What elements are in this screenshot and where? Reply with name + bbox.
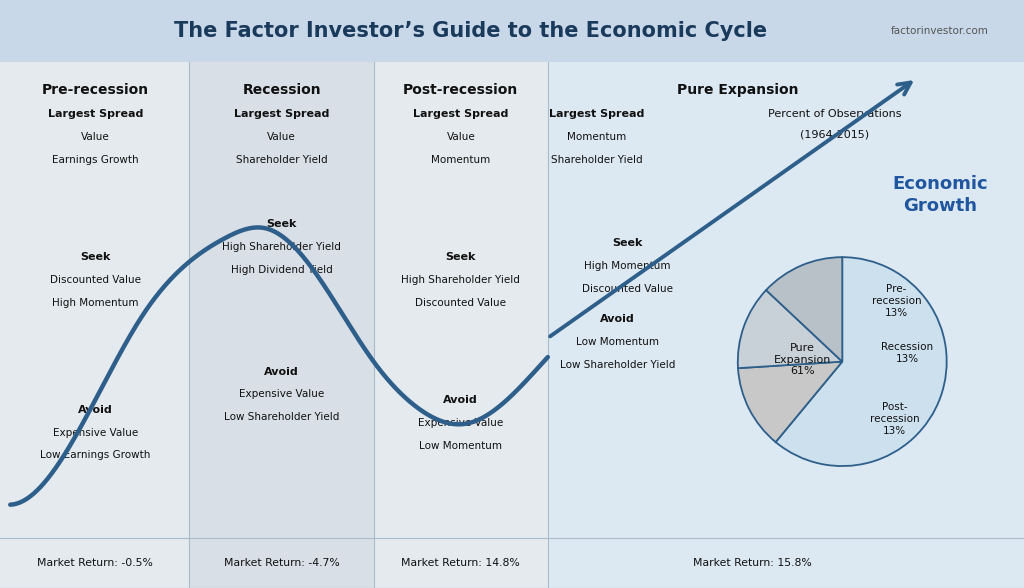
Text: High Momentum: High Momentum <box>52 298 138 308</box>
Text: Seek: Seek <box>445 252 476 262</box>
Text: Earnings Growth: Earnings Growth <box>52 155 138 165</box>
Text: Largest Spread: Largest Spread <box>549 109 645 119</box>
Text: Seek: Seek <box>80 252 111 262</box>
Text: Value: Value <box>81 132 110 142</box>
Text: Momentum: Momentum <box>567 132 627 142</box>
Wedge shape <box>775 257 946 466</box>
Text: High Dividend Yield: High Dividend Yield <box>230 265 333 275</box>
Text: Expensive Value: Expensive Value <box>418 418 504 428</box>
Wedge shape <box>738 290 842 368</box>
Text: Economic
Growth: Economic Growth <box>892 175 988 215</box>
Text: High Shareholder Yield: High Shareholder Yield <box>222 242 341 252</box>
Text: Low Momentum: Low Momentum <box>575 337 659 347</box>
Text: Pre-
recession
13%: Pre- recession 13% <box>871 285 922 318</box>
Bar <box>548 538 1024 588</box>
Text: Pure Expansion: Pure Expansion <box>677 83 798 97</box>
Text: Percent of Observations: Percent of Observations <box>768 109 901 119</box>
Text: factorinvestor.com: factorinvestor.com <box>890 26 988 36</box>
Bar <box>189 62 374 538</box>
Text: Shareholder Yield: Shareholder Yield <box>551 155 643 165</box>
Bar <box>374 538 548 588</box>
Text: Value: Value <box>446 132 475 142</box>
Text: Avoid: Avoid <box>600 314 635 324</box>
Text: Avoid: Avoid <box>264 366 299 376</box>
Text: Discounted Value: Discounted Value <box>583 283 673 293</box>
Text: Post-
recession
13%: Post- recession 13% <box>869 402 920 436</box>
Text: Expensive Value: Expensive Value <box>239 389 325 399</box>
Wedge shape <box>766 257 843 362</box>
Text: The Factor Investor’s Guide to the Economic Cycle: The Factor Investor’s Guide to the Econo… <box>174 21 768 41</box>
Text: Low Shareholder Yield: Low Shareholder Yield <box>224 412 339 422</box>
Text: Avoid: Avoid <box>443 395 478 405</box>
Text: Expensive Value: Expensive Value <box>52 427 138 437</box>
Bar <box>189 538 374 588</box>
Bar <box>0 62 189 538</box>
Text: Low Shareholder Yield: Low Shareholder Yield <box>560 360 675 370</box>
Text: (1964-2015): (1964-2015) <box>800 130 869 140</box>
Text: Shareholder Yield: Shareholder Yield <box>236 155 328 165</box>
Bar <box>374 62 548 538</box>
Text: High Momentum: High Momentum <box>585 261 671 271</box>
Text: Avoid: Avoid <box>78 405 113 415</box>
Bar <box>0 538 189 588</box>
Text: Largest Spread: Largest Spread <box>413 109 509 119</box>
Text: Momentum: Momentum <box>431 155 490 165</box>
Text: Largest Spread: Largest Spread <box>233 109 330 119</box>
Text: Largest Spread: Largest Spread <box>47 109 143 119</box>
Text: Pre-recession: Pre-recession <box>42 83 148 97</box>
Text: Value: Value <box>267 132 296 142</box>
Text: Seek: Seek <box>266 219 297 229</box>
Text: Recession
13%: Recession 13% <box>881 342 933 364</box>
Text: Market Return: -0.5%: Market Return: -0.5% <box>37 558 154 568</box>
Wedge shape <box>738 362 842 442</box>
Text: Market Return: 15.8%: Market Return: 15.8% <box>693 558 812 568</box>
Text: Post-recession: Post-recession <box>403 83 518 97</box>
Bar <box>548 62 1024 538</box>
Text: Pure
Expansion
61%: Pure Expansion 61% <box>774 343 831 376</box>
Text: High Shareholder Yield: High Shareholder Yield <box>401 275 520 285</box>
Text: Low Earnings Growth: Low Earnings Growth <box>40 450 151 460</box>
Text: Market Return: -4.7%: Market Return: -4.7% <box>223 558 340 568</box>
Text: Seek: Seek <box>612 238 643 248</box>
Text: Discounted Value: Discounted Value <box>50 275 140 285</box>
Text: Discounted Value: Discounted Value <box>416 298 506 308</box>
Text: Recession: Recession <box>243 83 321 97</box>
Text: Low Momentum: Low Momentum <box>419 441 503 451</box>
Text: Market Return: 14.8%: Market Return: 14.8% <box>401 558 520 568</box>
